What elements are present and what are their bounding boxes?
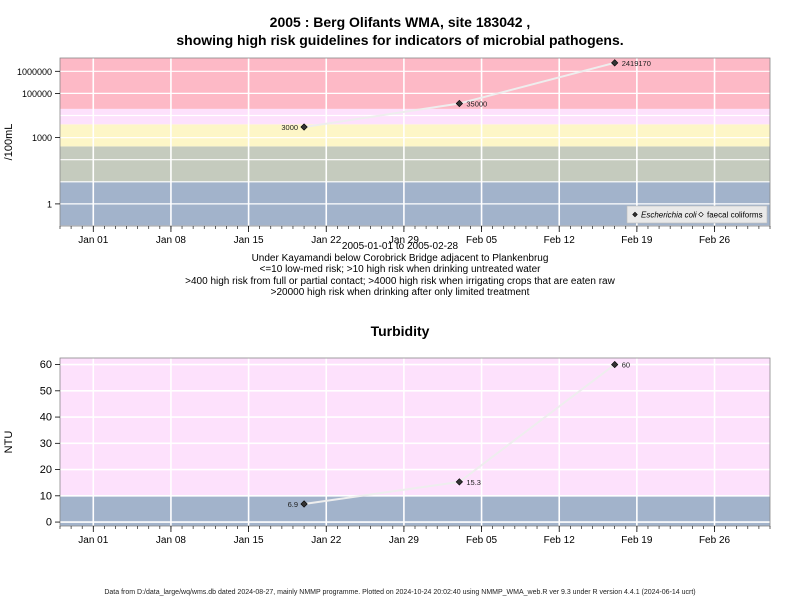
chart-panel-1: Jan 01 Jan 08 Jan 15 Jan 22 Jan 29 Feb 05 Feb … bbox=[3, 357, 771, 546]
y-tick-label: 50 bbox=[40, 385, 52, 397]
x-tick-label: Jan 01 bbox=[78, 235, 108, 246]
data-point bbox=[455, 99, 463, 108]
y-tick-label: 30 bbox=[40, 438, 52, 450]
chart-title-line2: showing high risk guidelines for indicat… bbox=[176, 32, 624, 48]
xlabel-line: Under Kayamandi below Corobrick Bridge a… bbox=[251, 252, 549, 264]
x-tick-label: Feb 12 bbox=[544, 235, 576, 246]
x-tick-label: Feb 12 bbox=[544, 535, 576, 546]
x-tick-label: Jan 08 bbox=[156, 235, 186, 246]
y-axis-label: /100mL bbox=[3, 124, 15, 161]
y-tick-label: 1 bbox=[47, 199, 52, 209]
x-tick-label: Jan 08 bbox=[156, 535, 186, 546]
y-tick-label: 10 bbox=[40, 490, 52, 502]
x-tick-label: Jan 29 bbox=[389, 535, 419, 546]
xlabel-line: >400 high risk from full or partial cont… bbox=[185, 275, 615, 287]
y-tick-label: 60 bbox=[40, 359, 52, 371]
data-label: 6.9 bbox=[288, 500, 298, 509]
risk-band bbox=[60, 124, 770, 147]
data-label: 35000 bbox=[466, 99, 487, 108]
xlabel-line: 2005-01-01 to 2005-02-28 bbox=[341, 241, 459, 252]
legend-label: faecal coliforms bbox=[707, 211, 763, 220]
data-label: 60 bbox=[622, 361, 630, 370]
data-point bbox=[455, 478, 463, 486]
xlabel-line: >20000 high risk when drinking after onl… bbox=[270, 287, 530, 298]
risk-band bbox=[60, 146, 770, 182]
x-tick-label: Jan 22 bbox=[311, 235, 341, 246]
y-tick-label: 20 bbox=[40, 464, 52, 476]
chart-panel-0: Jan 01 Jan 08 Jan 15 Jan 22 Jan 29 Feb 05 Feb … bbox=[3, 57, 771, 246]
x-tick-label: Feb 05 bbox=[466, 235, 498, 246]
data-label: 3000 bbox=[281, 123, 298, 132]
data-point bbox=[300, 500, 308, 508]
x-tick-label: Feb 26 bbox=[699, 535, 731, 546]
x-tick-label: Jan 22 bbox=[311, 535, 341, 546]
x-tick-label: Jan 01 bbox=[78, 535, 108, 546]
data-point bbox=[300, 123, 308, 131]
x-tick-label: Jan 29 bbox=[389, 235, 419, 246]
legend-marker bbox=[632, 211, 638, 218]
risk-band bbox=[60, 108, 770, 125]
x-tick-label: Feb 19 bbox=[621, 535, 653, 546]
footer-note: Data from D:/data_large/wq/wms.db dated … bbox=[104, 589, 696, 596]
y-tick-label: 1000 bbox=[32, 133, 52, 143]
xlabel-block: 2005-01-01 to 2005-02-28 Under Kayamandi… bbox=[0, 241, 800, 299]
risk-band bbox=[60, 358, 770, 496]
data-label: 15.3 bbox=[466, 478, 481, 487]
y-axis-label: NTU bbox=[3, 431, 15, 454]
x-tick-label: Jan 15 bbox=[234, 535, 264, 546]
x-tick-label: Feb 19 bbox=[621, 235, 653, 246]
turbidity-title: Turbidity bbox=[370, 323, 430, 339]
y-tick-label: 40 bbox=[40, 412, 52, 424]
risk-band bbox=[60, 58, 770, 109]
legend-box bbox=[626, 205, 768, 224]
risk-band bbox=[60, 495, 770, 526]
y-tick-label: 1000000 bbox=[17, 67, 52, 77]
y-tick-label: 0 bbox=[46, 517, 52, 529]
chart-title-line1: 2005 : Berg Olifants WMA, site 183042 , bbox=[269, 14, 531, 30]
data-point bbox=[611, 59, 619, 67]
data-label: 2419170 bbox=[622, 59, 651, 68]
xlabel-line: <=10 low-med risk; >10 high risk when dr… bbox=[259, 264, 541, 275]
legend-label: Escherichia coli bbox=[641, 211, 697, 220]
legend-marker bbox=[698, 211, 704, 218]
x-tick-label: Jan 15 bbox=[234, 235, 264, 246]
y-tick-label: 100000 bbox=[22, 89, 52, 99]
x-tick-label: Feb 26 bbox=[699, 235, 731, 246]
data-point bbox=[611, 360, 619, 369]
x-tick-label: Feb 05 bbox=[466, 535, 498, 546]
